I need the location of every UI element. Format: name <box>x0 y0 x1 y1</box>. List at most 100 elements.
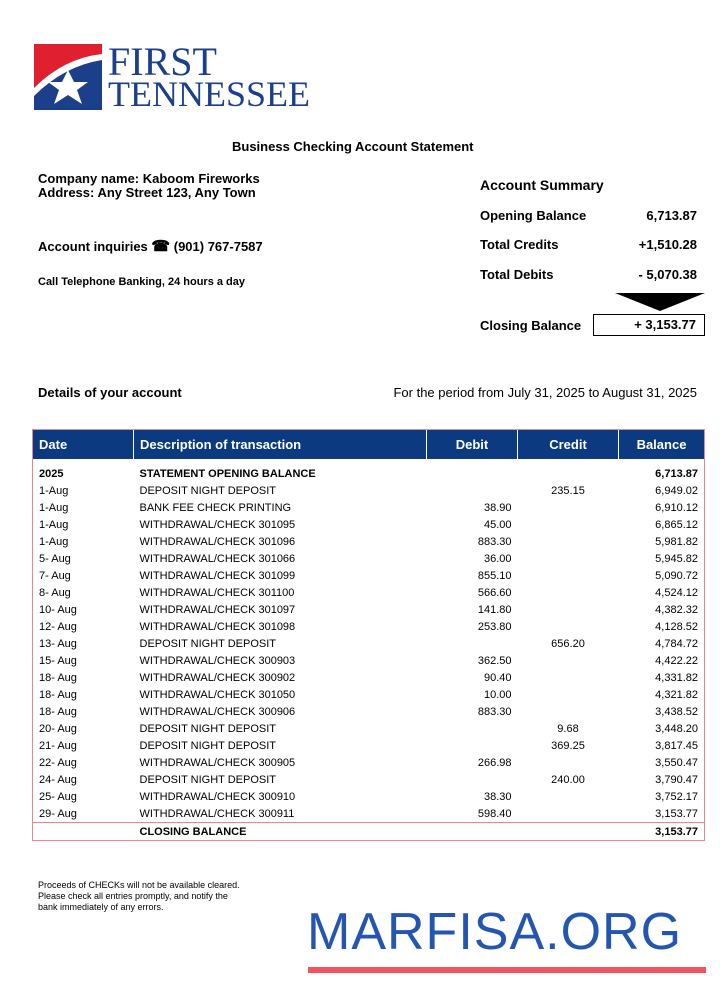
telephone-icon: ☎ <box>151 238 171 255</box>
row-date: 22- Aug <box>39 756 77 769</box>
statement-title: Business Checking Account Statement <box>232 139 474 154</box>
table-row: 15- Aug WITHDRAWAL/CHECK 300903 362.50 4,42… <box>33 652 704 669</box>
row-debit: 38.90 <box>483 501 512 514</box>
row-description: DEPOSIT NIGHT DEPOSIT <box>139 722 277 735</box>
row-date: 1-Aug <box>39 501 69 514</box>
row-credit <box>518 754 619 771</box>
row-balance: 6,949.02 <box>655 484 698 497</box>
row-debit: 566.60 <box>477 586 512 599</box>
row-description: WITHDRAWAL/CHECK 301097 <box>139 603 296 616</box>
table-row: 29- Aug WITHDRAWAL/CHECK 300911 598.40 3,15… <box>33 805 704 823</box>
row-description: STATEMENT OPENING BALANCE <box>139 467 316 480</box>
row-credit <box>518 584 619 601</box>
row-credit <box>518 669 619 686</box>
row-date: 10- Aug <box>39 603 77 616</box>
table-row: 18- Aug WITHDRAWAL/CHECK 300902 90.40 4,331… <box>33 669 704 686</box>
row-debit: 598.40 <box>477 807 512 820</box>
header-balance: Balance <box>618 430 704 459</box>
row-credit: 9.68 <box>557 722 579 735</box>
row-debit: 38.30 <box>483 790 512 803</box>
details-label: Details of your account <box>38 385 182 400</box>
row-balance: 3,550.47 <box>655 756 698 769</box>
table-row: 18- Aug WITHDRAWAL/CHECK 301050 10.00 4,321… <box>33 686 704 703</box>
statement-period: For the period from July 31, 2025 to Aug… <box>393 385 697 400</box>
row-debit <box>427 482 518 499</box>
row-credit <box>518 652 619 669</box>
table-row: CLOSING BALANCE 3,153.77 <box>33 822 704 840</box>
row-description: WITHDRAWAL/CHECK 300903 <box>139 654 296 667</box>
row-description: WITHDRAWAL/CHECK 301050 <box>139 688 296 701</box>
row-date: 21- Aug <box>39 739 77 752</box>
row-date: 18- Aug <box>39 671 77 684</box>
row-description: DEPOSIT NIGHT DEPOSIT <box>139 637 277 650</box>
row-debit: 266.98 <box>477 756 512 769</box>
phone-number: (901) 767-7587 <box>173 239 263 254</box>
row-balance: 6,865.12 <box>655 518 698 531</box>
header-date: Date <box>33 430 134 459</box>
row-date: 1-Aug <box>39 484 69 497</box>
row-balance: 3,448.20 <box>655 722 698 735</box>
row-date: 20- Aug <box>39 722 77 735</box>
row-date: 7- Aug <box>39 569 71 582</box>
row-credit <box>518 788 619 805</box>
row-balance: 4,422.22 <box>655 654 698 667</box>
row-date: 2025 <box>39 467 64 480</box>
row-description: DEPOSIT NIGHT DEPOSIT <box>139 773 277 786</box>
table-row: 1-Aug WITHDRAWAL/CHECK 301095 45.00 6,865.1… <box>33 516 704 533</box>
row-credit <box>518 601 619 618</box>
total-credits-label: Total Credits <box>480 237 559 252</box>
row-balance: 3,752.17 <box>655 790 698 803</box>
header-credit: Credit <box>517 430 619 459</box>
telephone-banking-note: Call Telephone Banking, 24 hours a day <box>38 276 246 288</box>
row-description: CLOSING BALANCE <box>133 822 427 840</box>
row-credit: 656.20 <box>551 637 585 650</box>
table-row: 21- Aug DEPOSIT NIGHT DEPOSIT 369.25 3,817.… <box>33 737 704 754</box>
bank-logo <box>34 44 102 115</box>
row-description: WITHDRAWAL/CHECK 301096 <box>139 535 296 548</box>
row-description: WITHDRAWAL/CHECK 301100 <box>139 586 295 599</box>
row-description: WITHDRAWAL/CHECK 301095 <box>139 518 296 531</box>
row-description: WITHDRAWAL/CHECK 300910 <box>139 790 296 803</box>
row-debit: 141.80 <box>477 603 512 616</box>
row-credit: 369.25 <box>551 739 585 752</box>
row-debit: 10.00 <box>483 688 512 701</box>
closing-balance-label: Closing Balance <box>480 318 582 333</box>
row-balance: 5,945.82 <box>655 552 698 565</box>
opening-balance-label: Opening Balance <box>480 208 587 223</box>
row-date: 5- Aug <box>39 552 71 565</box>
row-balance: 4,524.12 <box>655 586 698 599</box>
row-date: 8- Aug <box>39 586 71 599</box>
row-description: WITHDRAWAL/CHECK 301066 <box>139 552 296 565</box>
row-balance: 3,153.77 <box>655 807 698 820</box>
row-debit: 883.30 <box>477 535 512 548</box>
row-debit: 36.00 <box>483 552 512 565</box>
row-balance: 3,790.47 <box>655 773 698 786</box>
row-date: 1-Aug <box>39 535 69 548</box>
star-flag-icon <box>34 44 102 110</box>
row-credit <box>518 533 619 550</box>
row-date: 29- Aug <box>39 807 77 820</box>
row-date: 15- Aug <box>39 654 77 667</box>
row-credit: 240.00 <box>551 773 585 786</box>
table-row: 22- Aug WITHDRAWAL/CHECK 300905 266.98 3,55… <box>33 754 704 771</box>
row-description: WITHDRAWAL/CHECK 301099 <box>139 569 296 582</box>
total-credits-value: +1,510.28 <box>638 237 697 252</box>
row-balance: 4,331.82 <box>655 671 698 684</box>
row-credit <box>518 516 619 533</box>
row-balance: 4,128.52 <box>655 620 698 633</box>
row-date: 12- Aug <box>39 620 77 633</box>
table-row: 1-Aug WITHDRAWAL/CHECK 301096 883.30 5,981.… <box>33 533 704 550</box>
summary-title: Account Summary <box>480 177 604 193</box>
row-credit <box>518 686 619 703</box>
row-credit <box>518 618 619 635</box>
row-date <box>33 822 134 840</box>
row-date: 25- Aug <box>39 790 77 803</box>
row-balance: 5,090.72 <box>655 569 698 582</box>
table-row: 7- Aug WITHDRAWAL/CHECK 301099 855.10 5,090… <box>33 567 704 584</box>
row-debit: 90.40 <box>483 671 512 684</box>
row-debit <box>427 465 518 482</box>
row-balance: 6,910.12 <box>655 501 698 514</box>
row-debit: 253.80 <box>477 620 512 633</box>
row-debit <box>426 822 518 840</box>
account-inquiries: Account inquiries ☎ (901) 767-7587 <box>38 237 263 255</box>
